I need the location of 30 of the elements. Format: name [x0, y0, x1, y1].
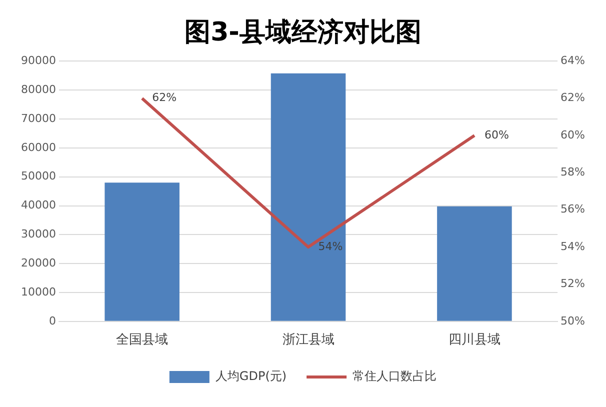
y2-tick-label: 58%: [560, 166, 586, 179]
y2-tick-label: 50%: [560, 314, 586, 328]
y-tick-label: 70000: [20, 112, 56, 125]
x-tick-label: 浙江县域: [282, 332, 334, 348]
y-tick-label: 40000: [20, 198, 56, 212]
bar: [104, 182, 180, 321]
bar: [437, 206, 512, 321]
y-tick-label: 30000: [20, 228, 56, 241]
chart-title: 图3-县域经济对比图: [184, 17, 422, 48]
y2-tick-label: 60%: [560, 128, 586, 142]
data-label: 60%: [484, 128, 509, 142]
legend-label: 常住人口数占比: [352, 369, 437, 384]
y-tick-label: 90000: [20, 54, 56, 68]
y-tick-label: 10000: [20, 285, 56, 298]
y2-tick-label: 52%: [560, 277, 586, 290]
y-tick-label: 20000: [20, 256, 56, 270]
y2-tick-label: 64%: [560, 54, 586, 68]
y-tick-label: 60000: [20, 140, 56, 154]
data-label: 54%: [318, 240, 343, 253]
bar: [270, 73, 346, 321]
y-tick-label: 80000: [20, 82, 56, 96]
legend-label: 人均GDP(元): [215, 369, 287, 384]
y-tick-label: 0: [48, 314, 56, 328]
x-tick-label: 全国县域: [116, 332, 168, 348]
data-label: 62%: [152, 91, 177, 104]
x-tick-label: 四川县域: [448, 332, 500, 348]
y2-tick-label: 62%: [560, 91, 586, 104]
y2-tick-label: 56%: [560, 202, 586, 216]
y2-tick-label: 54%: [560, 240, 586, 253]
y-tick-label: 50000: [20, 170, 56, 183]
